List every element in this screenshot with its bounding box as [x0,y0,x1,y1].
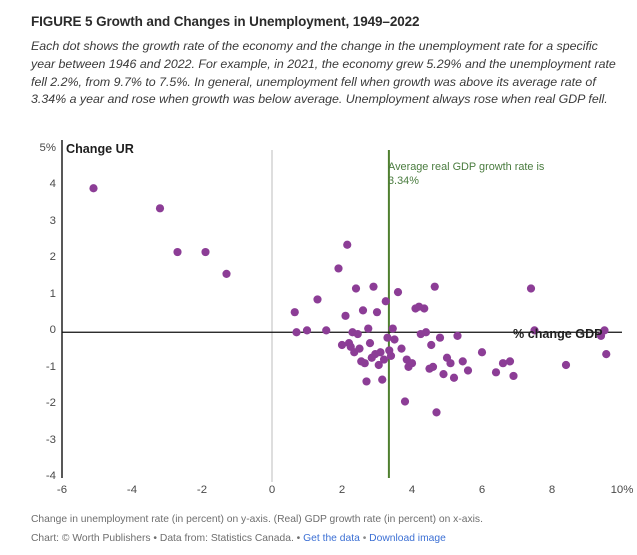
y-axis-tick-label: 2 [49,251,56,264]
data-point [427,340,436,350]
data-point [374,360,383,370]
data-point [313,295,322,304]
data-point [302,326,312,335]
x-axis-tick-label: 4 [408,484,416,496]
data-point [378,375,387,384]
data-point [498,359,508,368]
figure-caption: Each dot shows the growth rate of the ec… [31,39,616,107]
data-point [381,297,390,306]
x-axis-tick-label: 0 [268,484,276,496]
y-axis-title: Change UR [66,142,134,156]
data-point [561,360,571,370]
data-point [343,240,352,249]
credit-prefix: Chart: © Worth Publishers • Data from: S… [31,533,304,544]
data-point [386,351,396,361]
x-axis-tick-label: 6 [478,484,486,496]
data-point [358,306,368,315]
data-point [364,324,373,333]
data-point [407,359,417,368]
chart-footnote: Change in unemployment rate (in percent)… [31,514,483,525]
y-axis-tick-label: 1 [49,287,56,300]
data-point [393,288,403,297]
x-axis-tick-label: -4 [126,484,138,496]
average-growth-annotation-text: Average real GDP growth rate is 3.34% [388,161,545,187]
data-point [155,204,165,213]
data-point [530,326,539,335]
data-point [334,264,343,273]
data-point [353,329,362,339]
data-point [505,357,515,366]
data-point [477,348,487,357]
data-point [201,247,210,257]
y-axis-tick-label: -3 [45,433,56,446]
data-point [458,357,467,366]
data-point [420,304,429,313]
data-point [369,282,378,291]
y-axis-tick-label: 5% [39,142,56,154]
data-point [428,362,438,371]
data-point [397,344,406,353]
data-point [376,348,385,357]
data-point [372,308,382,317]
data-point [355,344,364,353]
data-point [388,324,397,333]
data-point [430,282,439,291]
page-title: FIGURE 5 Growth and Changes in Unemploym… [31,14,420,29]
chart-credit: Chart: © Worth Publishers • Data from: S… [31,532,621,546]
y-axis-tick-label: -2 [45,397,56,410]
data-point [526,284,536,293]
data-point [222,269,231,279]
x-axis-tick-label: 8 [548,484,556,496]
data-point [421,328,431,337]
data-point [290,308,299,317]
data-point [89,184,98,193]
data-point [173,247,182,257]
x-axis-tick-label: -2 [196,484,208,496]
y-axis-tick-label: 3 [49,214,56,227]
data-point [360,359,369,368]
data-point [365,339,375,348]
data-point [602,349,611,359]
data-point [463,366,473,375]
data-point [435,333,445,342]
data-point [379,355,389,364]
data-point [341,311,350,320]
data-point [292,328,301,337]
credit-separator: • [359,533,370,544]
data-point [362,377,371,386]
data-point [449,373,459,382]
x-axis-tick-label: -6 [56,484,68,496]
y-axis-tick-label: 4 [49,178,56,191]
y-axis-tick-label: 0 [49,324,56,337]
x-axis-title: % change GDP [513,327,603,341]
data-point [322,326,331,335]
download-image-link[interactable]: Download image [369,533,446,544]
x-axis-tick-label: 10% [610,484,634,496]
data-point [383,333,392,342]
data-point [491,368,501,377]
average-growth-annotation: Average real GDP growth rate is 3.34% [388,160,568,188]
data-point [446,359,455,368]
data-point [453,331,462,340]
data-point [400,397,410,406]
data-point [600,326,609,335]
data-point [337,340,347,350]
data-point [432,408,441,417]
data-point [351,284,361,293]
get-the-data-link[interactable]: Get the data [303,533,360,544]
x-axis-tick-label: 2 [338,484,346,496]
y-axis-tick-label: -1 [45,360,56,373]
data-point [390,335,399,344]
data-point [509,371,518,381]
data-point [439,370,448,379]
y-axis-tick-label: -4 [45,470,56,482]
